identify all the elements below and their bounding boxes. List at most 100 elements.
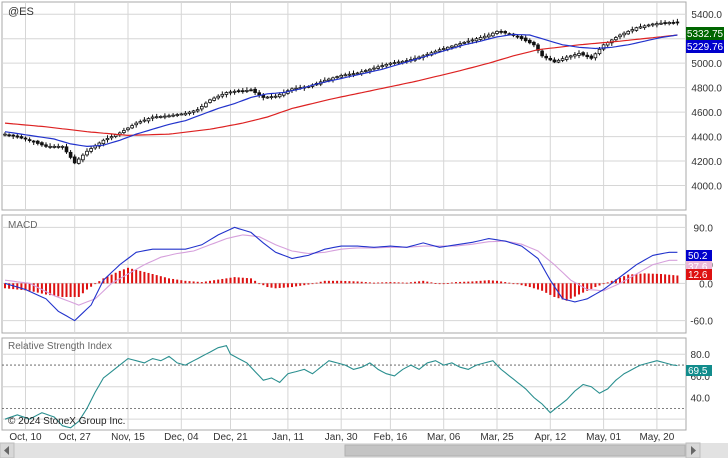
- macd-histogram-bar: [455, 282, 457, 284]
- price-candle: [72, 154, 77, 165]
- macd-histogram-bar: [200, 282, 203, 284]
- macd-y-tick-label: 90.0: [694, 223, 714, 234]
- macd-histogram-bar: [344, 280, 347, 284]
- price-candle: [56, 143, 61, 149]
- macd-histogram-bar: [467, 281, 470, 284]
- macd-histogram-bar: [496, 280, 498, 284]
- price-candle: [491, 31, 495, 38]
- macd-histogram-bar: [668, 274, 671, 284]
- macd-histogram-bar: [229, 277, 232, 284]
- macd-histogram-bar: [516, 283, 519, 285]
- macd-histogram-bar: [209, 280, 211, 284]
- price-candle: [236, 88, 241, 94]
- price-last-label-bg: [686, 27, 724, 40]
- price-candle: [220, 91, 225, 99]
- price-candle: [212, 96, 216, 102]
- macd-histogram-bar: [471, 281, 474, 284]
- price-candle: [40, 141, 44, 147]
- scrollbar-thumb[interactable]: [344, 444, 686, 457]
- price-candle: [27, 137, 32, 143]
- price-candle: [163, 113, 167, 120]
- macd-y-tick-label: -60.0: [690, 317, 713, 328]
- price-candle: [581, 51, 585, 57]
- price-candle: [339, 73, 343, 79]
- price-candle: [265, 95, 270, 99]
- macd-histogram-bar: [94, 283, 97, 285]
- price-candle: [175, 113, 180, 118]
- macd-histogram-bar: [356, 281, 359, 284]
- macd-histogram-bar: [676, 275, 679, 284]
- price-candle: [564, 54, 569, 62]
- macd-histogram-bar: [180, 280, 183, 284]
- macd-histogram-bar: [155, 275, 158, 284]
- macd-histogram-bar: [86, 283, 88, 290]
- macd-histogram-bar: [127, 267, 129, 284]
- macd-histogram-label-bg: [686, 269, 712, 280]
- rsi-y-tick-label: 80.0: [691, 350, 711, 361]
- macd-histogram-bar: [286, 283, 289, 288]
- price-candle: [273, 93, 278, 99]
- macd-histogram-bar: [647, 273, 650, 284]
- horizontal-scrollbar[interactable]: [0, 442, 728, 459]
- x-tick-label: May, 01: [586, 432, 621, 443]
- x-tick-label: Feb, 16: [373, 432, 407, 443]
- price-candle: [335, 75, 339, 80]
- macd-histogram-bar: [336, 280, 339, 284]
- macd-histogram-bar: [430, 282, 433, 284]
- ma-fast-last-label-bg: [686, 40, 724, 53]
- price-candle: [462, 41, 466, 44]
- macd-histogram-bar: [553, 283, 556, 297]
- price-candle: [224, 91, 229, 98]
- price-candle: [384, 62, 389, 69]
- price-candle: [150, 114, 155, 122]
- price-candle: [548, 55, 553, 62]
- price-candle: [380, 62, 384, 69]
- macd-histogram-bar: [446, 283, 449, 284]
- price-candle: [68, 150, 73, 160]
- price-candle: [519, 34, 524, 41]
- macd-histogram-bar: [315, 282, 318, 284]
- macd-histogram-bar: [434, 283, 437, 284]
- price-candle: [569, 54, 573, 60]
- price-candle: [146, 117, 151, 124]
- macd-histogram-bar: [24, 283, 27, 291]
- macd-histogram-bar: [250, 278, 252, 284]
- price-candle: [191, 109, 196, 115]
- macd-histogram-bar: [69, 283, 72, 297]
- macd-histogram-bar: [8, 283, 11, 289]
- macd-histogram-bar: [487, 280, 490, 284]
- price-candle: [540, 48, 544, 58]
- macd-histogram-bar: [590, 283, 593, 289]
- price-candle: [396, 59, 401, 65]
- macd-histogram-bar: [262, 283, 265, 286]
- macd-histogram-bar: [90, 283, 93, 287]
- price-candle: [630, 26, 635, 34]
- price-candle: [659, 20, 663, 25]
- macd-histogram-bar: [664, 274, 667, 284]
- rsi-y-tick-label: 60.0: [691, 372, 711, 383]
- price-candle: [253, 87, 257, 95]
- macd-histogram-bar: [151, 274, 154, 284]
- macd-histogram-bar: [602, 283, 605, 285]
- macd-histogram-bar: [147, 272, 150, 284]
- macd-histogram-bar: [57, 283, 60, 297]
- macd-histogram-bar: [414, 281, 416, 284]
- macd-line: [4, 226, 678, 322]
- macd-histogram-bar: [254, 280, 257, 284]
- price-candle: [122, 127, 126, 135]
- macd-histogram-bar: [426, 281, 429, 284]
- macd-title: MACD: [8, 220, 37, 231]
- macd-histogram-bar: [143, 271, 146, 284]
- price-candle: [44, 142, 48, 148]
- macd-histogram-bar: [479, 280, 482, 284]
- price-candle: [228, 89, 233, 96]
- rsi-value-label: 69.5: [686, 365, 712, 377]
- macd-histogram-bar: [405, 282, 408, 284]
- macd-histogram-bar: [381, 282, 384, 284]
- macd-histogram-bar: [660, 274, 662, 284]
- price-candle: [646, 23, 651, 28]
- price-candle: [634, 26, 639, 32]
- macd-histogram-bar: [61, 283, 64, 297]
- macd-histogram-bar: [327, 280, 330, 284]
